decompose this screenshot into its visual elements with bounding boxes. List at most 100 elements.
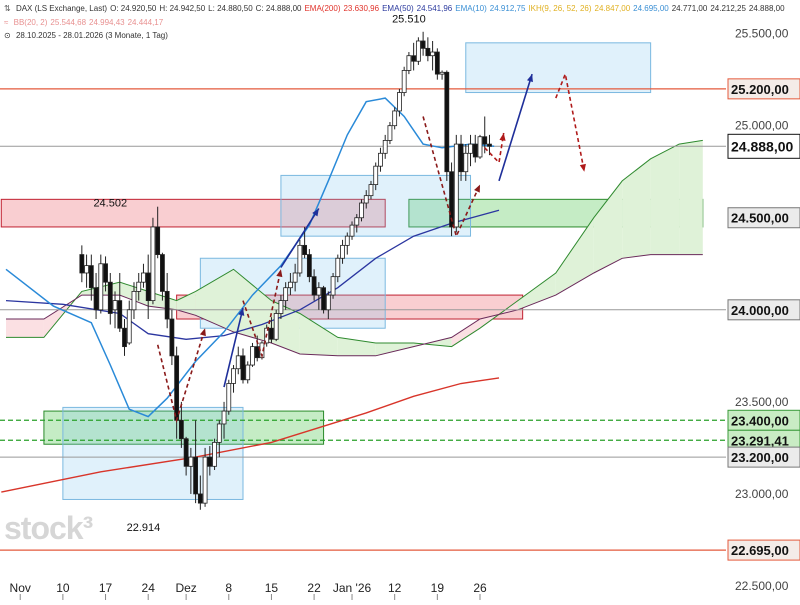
candle-body	[126, 309, 132, 344]
arrow-path	[242, 269, 282, 359]
y-tick-label: 23.000,00	[735, 487, 789, 501]
line1-item: 24.695,00	[633, 4, 669, 13]
candle-body	[330, 276, 336, 296]
candle-body	[278, 300, 284, 314]
level-badge-label: 22.695,00	[731, 543, 789, 558]
candle-body	[254, 346, 260, 359]
candle-body	[297, 244, 303, 274]
candle-body	[425, 47, 431, 57]
candle-body	[349, 224, 355, 237]
candle-body	[468, 143, 473, 154]
level-badge-label: 23.200,00	[731, 450, 789, 465]
cloud-segment	[679, 140, 703, 255]
x-tick-label: 12	[388, 581, 402, 595]
level-badge	[727, 446, 800, 468]
line1-item: 24.212,25	[710, 4, 746, 13]
level-badge-label: 24.500,00	[731, 211, 789, 226]
header-line-3: ⊙ 28.10.2025 - 28.01.2026 (3 Monate, 1 T…	[4, 31, 171, 40]
line2-item: BB(20, 2)	[13, 18, 48, 27]
candle-body	[368, 184, 374, 197]
candle-body	[378, 152, 383, 167]
header-line-1: ⇅ DAX (LS Exchange, Last) O: 24.920,50 H: …	[4, 4, 791, 13]
candle-body	[335, 257, 341, 278]
candle-body	[117, 300, 123, 329]
annotations-layer: 24.502 25.510 22.914	[93, 14, 425, 534]
candle-body	[444, 71, 450, 173]
x-tick-label: 22	[307, 581, 321, 595]
candle-body	[136, 281, 142, 292]
candle-body	[458, 143, 464, 173]
cloud-segment	[195, 269, 234, 332]
arrow-path	[422, 116, 481, 239]
candle-body	[250, 346, 255, 366]
line1-item: EMA(10)	[455, 4, 487, 13]
header-line-2: ≈ BB(20, 2) 25.544,68 24.994,43 24.444,17	[4, 18, 169, 27]
line1-item: O: 24.920,50	[110, 4, 157, 13]
zone-blue	[465, 42, 652, 94]
arrow-path	[498, 73, 533, 182]
line1-item: 24.771,00	[671, 4, 708, 13]
candle-body	[193, 456, 199, 495]
level-badge	[727, 539, 800, 561]
candle-body	[477, 136, 483, 158]
candle-body	[240, 355, 246, 381]
arrow-path	[156, 327, 206, 424]
level-badge-label: 23.291,41	[731, 433, 789, 448]
candle-body	[226, 383, 232, 412]
candle-body	[415, 40, 421, 62]
level-badge-label: 23.400,00	[731, 413, 789, 428]
candle-body	[411, 55, 417, 62]
x-tick-label: Dez	[175, 581, 196, 595]
y-tick-label: 25.500,00	[735, 27, 789, 41]
ema10-line	[5, 97, 495, 418]
candle-body	[287, 281, 293, 289]
y-tick-label: 23.500,00	[735, 395, 789, 409]
arrow-head	[312, 208, 319, 217]
y-axis: 22.500,00 23.000,00 23.500,00 24.000,00 24.5…	[727, 27, 800, 593]
candle-body	[79, 254, 85, 274]
candle-body	[131, 290, 137, 311]
candle-body	[202, 456, 208, 504]
arrow-path	[223, 307, 244, 388]
candle-body	[150, 226, 156, 302]
candle-body	[292, 272, 298, 283]
arrow-head	[238, 307, 245, 316]
candle-body	[183, 438, 189, 467]
candle-body	[273, 313, 279, 340]
price-annotation: 25.510	[392, 14, 426, 26]
candle-body	[188, 456, 194, 467]
ema200-line	[1, 377, 500, 493]
candle-body	[321, 287, 326, 311]
candle-body	[122, 327, 127, 348]
y-tick-label: 22.500,00	[735, 579, 789, 593]
arrows-layer	[156, 71, 586, 424]
x-tick-label: 19	[431, 581, 445, 595]
candle-body	[88, 265, 94, 289]
line1-item: EMA(200)	[304, 4, 341, 13]
cloud-segment	[622, 158, 651, 259]
candle-body	[160, 254, 165, 292]
candle-body	[231, 368, 236, 384]
candle-body	[221, 410, 227, 425]
candle-body	[145, 272, 151, 302]
y-tick-label: 25.000,00	[735, 119, 789, 133]
level-badge-label: 24.888,00	[731, 138, 793, 154]
x-tick-label: 10	[56, 581, 70, 595]
arrow-head	[199, 328, 206, 337]
line1-item: C: 24.888,00	[255, 4, 302, 13]
date-range: 28.10.2025 - 28.01.2026 (3 Monate, 1 Tag…	[15, 31, 168, 40]
candle-body	[98, 263, 104, 311]
line1-item: L: 24.880,50	[208, 4, 253, 13]
candle-body	[306, 254, 312, 278]
line1-item: 24.541,96	[416, 4, 453, 13]
candle-body	[84, 265, 89, 274]
candle-body	[434, 51, 440, 75]
candle-body	[392, 110, 398, 127]
candle-body	[164, 290, 170, 320]
x-tick-label: 15	[265, 581, 279, 595]
candle-body	[269, 327, 274, 340]
candle-body	[283, 287, 289, 302]
cloud-segment	[650, 144, 680, 255]
candle-body	[487, 143, 492, 147]
